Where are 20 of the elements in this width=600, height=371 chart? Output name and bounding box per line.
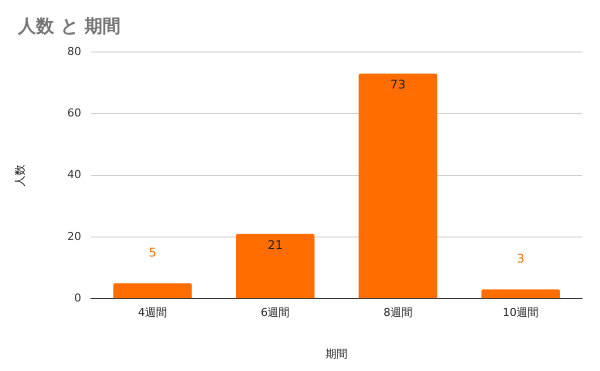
y-tick-label: 0 [74,291,82,304]
x-axis-title: 期間 [326,347,348,360]
y-tick-label: 60 [67,106,82,120]
x-tick-label: 8週間 [383,306,412,320]
chart-title: 人数 と 期間 [18,15,121,38]
x-tick-label: 4週間 [138,306,168,320]
data-label: 21 [268,238,283,252]
bar [113,283,192,298]
x-tick-label: 6週間 [260,306,290,320]
data-label: 5 [148,245,156,260]
bar [236,234,315,298]
y-tick-label: 20 [67,230,82,243]
bar [481,289,560,298]
y-tick-label: 80 [67,44,82,58]
y-axis-title: 人数 [13,164,26,186]
bar [358,74,438,298]
x-tick-label: 10週間 [502,306,539,320]
data-label: 3 [516,251,524,266]
data-label: 73 [390,78,406,92]
y-tick-label: 40 [67,168,82,182]
